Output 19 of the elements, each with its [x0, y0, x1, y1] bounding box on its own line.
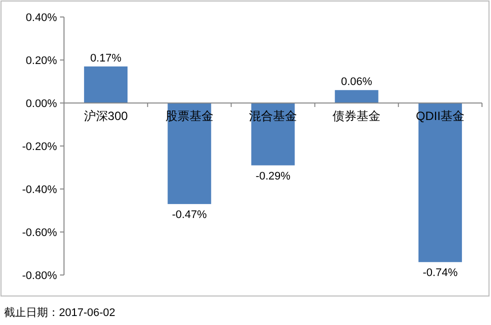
bar — [334, 90, 378, 103]
y-tick-label: -0.20% — [22, 141, 58, 153]
y-tick-label: 0.20% — [26, 55, 58, 67]
y-tick-label: 0.40% — [26, 12, 58, 24]
data-label: 0.17% — [90, 52, 122, 64]
x-tick-label: 沪深300 — [84, 109, 128, 123]
bar — [168, 103, 212, 204]
y-tick-label: -0.40% — [22, 184, 58, 196]
data-label: 0.06% — [341, 76, 372, 88]
bar — [84, 66, 128, 103]
data-label: -0.74% — [422, 267, 458, 280]
y-tick-label: -0.80% — [22, 270, 58, 282]
bar — [418, 103, 462, 262]
data-label: -0.47% — [172, 209, 208, 222]
data-label: -0.29% — [256, 170, 291, 182]
y-tick-label: 0.00% — [26, 98, 58, 110]
y-tick-label: -0.60% — [22, 227, 58, 239]
text: 截止日期：2017-06-02 — [4, 306, 116, 319]
x-tick-label: 债券基金 — [332, 109, 381, 123]
